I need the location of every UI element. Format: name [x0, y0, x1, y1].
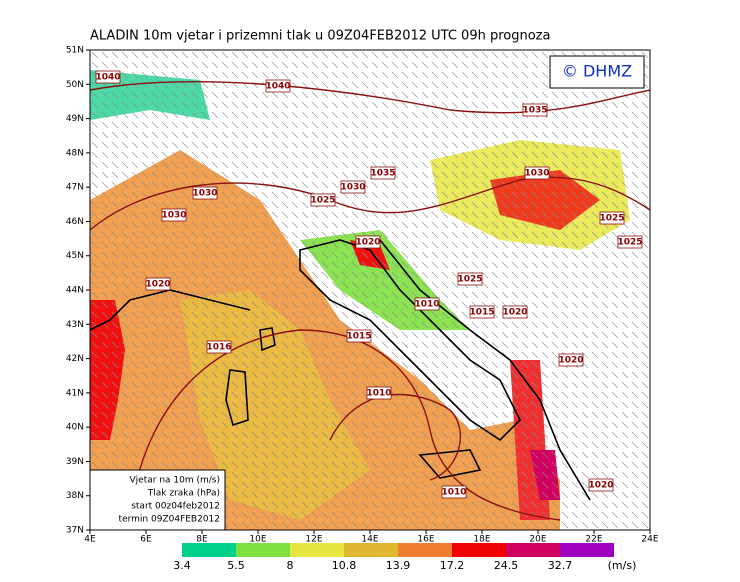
colorbar-label: 10.8	[332, 559, 357, 572]
colorbar-label: 17.2	[440, 559, 465, 572]
isobar-label: 1016	[206, 343, 231, 353]
colorbar-swatch	[506, 543, 560, 557]
lat-label: 49N	[66, 114, 84, 124]
lon-label: 6E	[140, 535, 152, 545]
isobar-label: 1030	[161, 211, 186, 221]
isobar-label-box	[617, 235, 643, 249]
lat-label: 45N	[66, 251, 84, 261]
colorbar-label: 8	[287, 559, 294, 572]
map-title: ALADIN 10m vjetar i prizemni tlak u 09Z0…	[90, 29, 550, 44]
isobar-label: 1015	[346, 332, 371, 342]
isobar-label-box	[95, 70, 121, 84]
isobar-label: 1030	[192, 189, 217, 199]
lon-label: 20E	[529, 535, 546, 545]
info-line: termin 09Z04FEB2012	[119, 515, 220, 525]
isobar-label: 1030	[524, 169, 549, 179]
lat-label: 51N	[66, 46, 84, 56]
colorbar-label: 24.5	[494, 559, 519, 572]
lat-label: 41N	[66, 388, 84, 398]
colorbar-label: 3.4	[173, 559, 191, 572]
lat-label: 47N	[66, 183, 84, 193]
isobar-label: 1020	[558, 356, 583, 366]
lon-label: 14E	[361, 535, 378, 545]
isobar-label: 1020	[502, 308, 527, 318]
isobar-label-box	[366, 386, 392, 400]
lat-label: 39N	[66, 457, 84, 467]
info-line: start 00z04feb2012	[131, 502, 220, 512]
lat-label: 48N	[66, 148, 84, 158]
isobar-label: 1040	[95, 73, 120, 83]
isobar-label-box	[599, 211, 625, 225]
lon-label: 8E	[196, 535, 208, 545]
lat-label: 38N	[66, 491, 84, 501]
isobar-label-box	[502, 305, 528, 319]
isobar-label: 1025	[599, 214, 624, 224]
isobar-label-box	[588, 478, 614, 492]
colorbar-swatch	[290, 543, 344, 557]
colorbar-unit: (m/s)	[608, 559, 637, 572]
lon-label: 4E	[84, 535, 96, 545]
isobar-label-box	[524, 166, 550, 180]
colorbar-swatch	[398, 543, 452, 557]
lon-label: 18E	[473, 535, 490, 545]
lon-label: 12E	[305, 535, 322, 545]
isobar-label-box	[457, 272, 483, 286]
isobar-label-box	[310, 193, 336, 207]
isobar-label-box	[441, 485, 467, 499]
isobar-label: 1025	[617, 238, 642, 248]
colorbar-swatch	[560, 543, 614, 557]
isobar-label-box	[355, 235, 381, 249]
lat-label: 40N	[66, 423, 84, 433]
colorbar-label: 13.9	[386, 559, 411, 572]
isobar-label-box	[522, 103, 548, 117]
isobar-label-box	[145, 277, 171, 291]
isobar-label-box	[346, 329, 372, 343]
colorbar-swatch	[182, 543, 236, 557]
lon-label: 10E	[249, 535, 266, 545]
lon-label: 22E	[585, 535, 602, 545]
isobar-label-box	[414, 297, 440, 311]
isobar-label-box	[370, 166, 396, 180]
isobar-label-box	[265, 79, 291, 93]
isobar-label: 1010	[441, 488, 466, 498]
isobar-label-box	[558, 353, 584, 367]
lat-label: 43N	[66, 320, 84, 330]
isobar-label: 1020	[588, 481, 613, 491]
lon-label: 24E	[641, 535, 658, 545]
logo-box	[549, 55, 645, 89]
isobar-label: 1010	[366, 389, 391, 399]
info-line: Vjetar na 10m (m/s)	[130, 476, 220, 486]
isobar-label-box	[206, 340, 232, 354]
isobar-label: 1040	[265, 82, 290, 92]
isobar-label: 1015	[469, 308, 494, 318]
isobar-label: 1020	[145, 280, 170, 290]
info-box	[89, 469, 226, 531]
isobar-label: 1030	[340, 183, 365, 193]
colorbar-swatch	[344, 543, 398, 557]
logo: © DHMZ	[562, 62, 632, 81]
isobar-label: 1025	[457, 275, 482, 285]
lat-label: 42N	[66, 354, 84, 364]
info-line: Tlak zraka (hPa)	[147, 489, 220, 499]
lon-label: 16E	[417, 535, 434, 545]
lat-label: 44N	[66, 286, 84, 296]
colorbar-label: 32.7	[548, 559, 573, 572]
isobar-label: 1025	[310, 196, 335, 206]
lat-label: 37N	[66, 526, 84, 536]
isobar-label-box	[340, 180, 366, 194]
colorbar-swatch	[452, 543, 506, 557]
isobar-label: 1035	[522, 106, 547, 116]
isobar-label: 1010	[414, 300, 439, 310]
colorbar-swatch	[236, 543, 290, 557]
isobar-label: 1020	[355, 238, 380, 248]
map-field	[90, 50, 650, 530]
isobar-label-box	[469, 305, 495, 319]
isobar-label: 1035	[370, 169, 395, 179]
isobar-label-box	[161, 208, 187, 222]
lat-label: 46N	[66, 217, 84, 227]
colorbar-label: 5.5	[227, 559, 245, 572]
lat-label: 50N	[66, 80, 84, 90]
isobar-label-box	[192, 186, 218, 200]
